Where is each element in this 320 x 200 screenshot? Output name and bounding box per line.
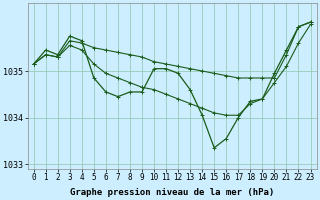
X-axis label: Graphe pression niveau de la mer (hPa): Graphe pression niveau de la mer (hPa) — [70, 188, 274, 197]
